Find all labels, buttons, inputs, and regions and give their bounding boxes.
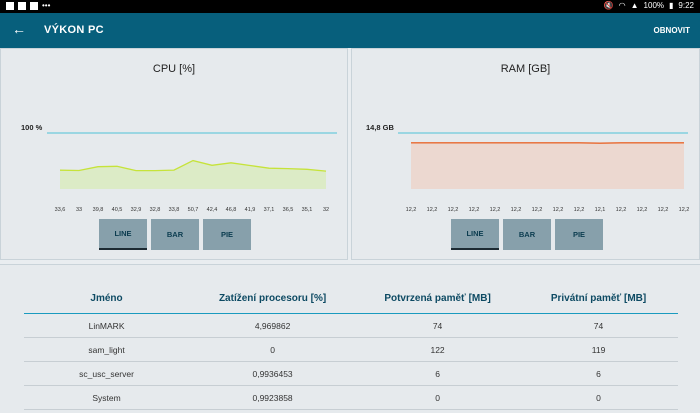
x-tick-label: 12,2 bbox=[490, 207, 501, 213]
clock: 9:22 bbox=[678, 1, 694, 10]
x-tick-label: 12,2 bbox=[532, 207, 543, 213]
x-tick-label: 35,1 bbox=[302, 207, 313, 213]
ram-chart: 14,8 GB 12,2 12,2 12,2 12,2 12,2 12,2 12,2 12,2 1… bbox=[352, 49, 700, 219]
cell-private-memory: 74 bbox=[519, 314, 678, 338]
cell-committed-memory: 0 bbox=[356, 386, 519, 410]
x-tick-label: 12,2 bbox=[574, 207, 585, 213]
signal-icon: ▲ bbox=[631, 1, 639, 10]
x-tick-label: 46,8 bbox=[226, 207, 237, 213]
x-tick-label: 40,5 bbox=[112, 207, 123, 213]
table-row[interactable]: sam_light 0 122 119 bbox=[24, 338, 678, 362]
app-icon bbox=[30, 2, 38, 10]
mute-icon: 🔇 bbox=[604, 1, 614, 10]
x-tick-label: 39,8 bbox=[93, 207, 104, 213]
x-tick-label: 33,8 bbox=[169, 207, 180, 213]
x-tick-label: 12,2 bbox=[469, 207, 480, 213]
cpu-chart-tabs: LINE BAR PIE bbox=[99, 219, 251, 250]
x-tick-label: 32,9 bbox=[131, 207, 142, 213]
series-area bbox=[411, 143, 684, 189]
x-tick-label: 50,7 bbox=[188, 207, 199, 213]
x-tick-label: 12,1 bbox=[595, 207, 606, 213]
header-cpu-load: Zatížení procesoru [%] bbox=[189, 283, 356, 314]
x-tick-label: 33,6 bbox=[55, 207, 66, 213]
cell-cpu-load: 4,969862 bbox=[189, 314, 356, 338]
cell-private-memory: 119 bbox=[519, 338, 678, 362]
cell-name: sam_light bbox=[24, 338, 189, 362]
process-table: Jméno Zatížení procesoru [%] Potvrzená p… bbox=[24, 283, 678, 410]
arrow-left-icon[interactable]: ← bbox=[12, 21, 26, 37]
table-header-row: Jméno Zatížení procesoru [%] Potvrzená p… bbox=[24, 283, 678, 314]
x-tick-label: 12,2 bbox=[448, 207, 459, 213]
battery-percent: 100% bbox=[644, 1, 664, 10]
table-row[interactable]: sc_usc_server 0,9936453 6 6 bbox=[24, 362, 678, 386]
cell-cpu-load: 0,9936453 bbox=[189, 362, 356, 386]
x-tick-label: 12,2 bbox=[658, 207, 669, 213]
cell-private-memory: 0 bbox=[519, 386, 678, 410]
battery-icon: ▮ bbox=[669, 1, 673, 10]
cpu-chart: 100 % 33,6 33 39,8 40,5 32,9 32,8 33,8 50,7 42,4 4… bbox=[1, 49, 349, 219]
cell-committed-memory: 122 bbox=[356, 338, 519, 362]
x-tick-label: 42,4 bbox=[207, 207, 218, 213]
cell-committed-memory: 6 bbox=[356, 362, 519, 386]
cell-name: System bbox=[24, 386, 189, 410]
x-tick-label: 36,5 bbox=[283, 207, 294, 213]
refresh-button[interactable]: OBNOVIT bbox=[654, 26, 690, 35]
table-row[interactable]: LinMARK 4,969862 74 74 bbox=[24, 314, 678, 338]
ram-tab-bar[interactable]: BAR bbox=[503, 219, 551, 250]
x-tick-label: 12,2 bbox=[553, 207, 564, 213]
x-tick-label: 41,9 bbox=[245, 207, 256, 213]
x-tick-label: 33 bbox=[76, 207, 82, 213]
cell-cpu-load: 0 bbox=[189, 338, 356, 362]
image-icon bbox=[6, 2, 14, 10]
cpu-tab-bar[interactable]: BAR bbox=[151, 219, 199, 250]
x-tick-label: 12,2 bbox=[637, 207, 648, 213]
series-area bbox=[60, 161, 326, 189]
x-tick-label: 37,1 bbox=[264, 207, 275, 213]
x-tick-label: 32,8 bbox=[150, 207, 161, 213]
more-icon: ••• bbox=[42, 1, 50, 10]
max-value-label: 100 % bbox=[21, 123, 43, 132]
cell-committed-memory: 74 bbox=[356, 314, 519, 338]
status-bar: ••• 🔇 ◠ ▲ 100% ▮ 9:22 bbox=[0, 0, 700, 13]
table-row[interactable]: System 0,9923858 0 0 bbox=[24, 386, 678, 410]
header-private-memory: Privátní paměť [MB] bbox=[519, 283, 678, 314]
x-tick-label: 12,2 bbox=[511, 207, 522, 213]
process-table-section: Jméno Zatížení procesoru [%] Potvrzená p… bbox=[0, 264, 700, 413]
clipboard-icon bbox=[18, 2, 26, 10]
x-tick-label: 12,2 bbox=[427, 207, 438, 213]
cell-name: sc_usc_server bbox=[24, 362, 189, 386]
x-tick-label: 32 bbox=[323, 207, 329, 213]
page-title: VÝKON PC bbox=[44, 24, 104, 36]
x-tick-label: 12,2 bbox=[406, 207, 417, 213]
max-value-label: 14,8 GB bbox=[366, 123, 395, 132]
app-bar: ← VÝKON PC OBNOVIT bbox=[0, 13, 700, 48]
cpu-tab-line[interactable]: LINE bbox=[99, 219, 147, 250]
ram-tab-line[interactable]: LINE bbox=[451, 219, 499, 250]
ram-chart-tabs: LINE BAR PIE bbox=[451, 219, 603, 250]
header-name: Jméno bbox=[24, 283, 189, 314]
wifi-icon: ◠ bbox=[619, 1, 626, 10]
header-committed-memory: Potvrzená paměť [MB] bbox=[356, 283, 519, 314]
x-tick-label: 12,2 bbox=[616, 207, 627, 213]
cell-private-memory: 6 bbox=[519, 362, 678, 386]
cell-cpu-load: 0,9923858 bbox=[189, 386, 356, 410]
cell-name: LinMARK bbox=[24, 314, 189, 338]
cpu-tab-pie[interactable]: PIE bbox=[203, 219, 251, 250]
x-tick-label: 12,2 bbox=[679, 207, 690, 213]
ram-tab-pie[interactable]: PIE bbox=[555, 219, 603, 250]
